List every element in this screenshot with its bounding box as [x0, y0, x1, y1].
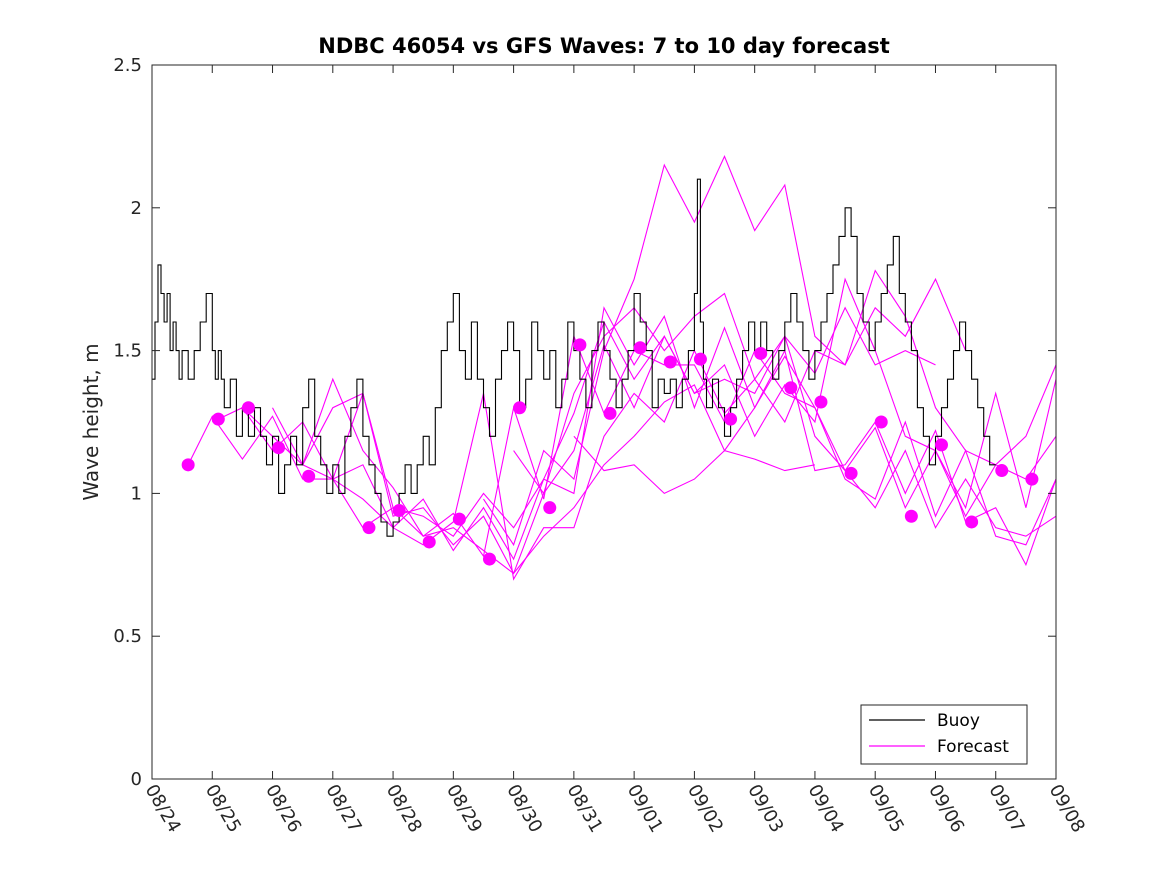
- y-axis-label: Wave height, m: [79, 343, 103, 500]
- forecast-line-2: [212, 320, 1057, 537]
- forecast-line-9: [573, 435, 816, 495]
- forecast-marker: [452, 512, 466, 526]
- forecast-marker: [874, 415, 888, 429]
- y-tick-label: 1.5: [113, 341, 142, 362]
- y-tick-label: 2: [131, 198, 142, 219]
- buoy-line: [152, 178, 996, 537]
- forecast-marker: [965, 515, 979, 529]
- forecast-marker: [995, 464, 1009, 478]
- forecast-line-5: [302, 277, 1057, 575]
- forecast-marker: [482, 552, 496, 566]
- forecast-marker: [302, 469, 316, 483]
- forecast-line-8: [513, 292, 936, 495]
- y-tick-label: 1: [131, 483, 142, 504]
- forecast-marker: [181, 458, 195, 472]
- forecast-marker: [814, 395, 828, 409]
- forecast-marker: [724, 412, 738, 426]
- forecast-marker: [513, 401, 527, 415]
- forecast-marker: [934, 438, 948, 452]
- forecast-marker: [603, 406, 617, 420]
- legend-buoy-label: Buoy: [937, 711, 980, 731]
- forecast-marker: [422, 535, 436, 549]
- forecast-marker: [633, 341, 647, 355]
- forecast-line-3: [241, 306, 1057, 561]
- forecast-marker: [362, 521, 376, 535]
- y-tick-label: 0.5: [113, 626, 142, 647]
- forecast-line-1: [187, 334, 1057, 558]
- forecast-marker: [573, 338, 587, 352]
- y-tick-label: 0: [131, 769, 142, 790]
- forecast-marker: [904, 509, 918, 523]
- forecast-marker: [693, 352, 707, 366]
- forecast-marker: [754, 346, 768, 360]
- forecast-marker: [784, 381, 798, 395]
- legend-box: [860, 704, 1028, 765]
- plot-area: [152, 65, 1056, 779]
- forecast-marker: [272, 441, 286, 455]
- legend-forecast-label: Forecast: [937, 737, 1009, 757]
- forecast-marker: [1025, 472, 1039, 486]
- forecast-marker: [211, 412, 225, 426]
- legend: Buoy Forecast: [860, 704, 1028, 765]
- forecast-marker: [663, 355, 677, 369]
- forecast-line-7: [483, 155, 967, 547]
- forecast-marker: [543, 501, 557, 515]
- forecast-marker: [241, 401, 255, 415]
- forecast-marker: [392, 504, 406, 518]
- axes-box: [151, 64, 1057, 780]
- series-layer: [152, 155, 1057, 581]
- y-tick-label: 2.5: [113, 55, 142, 76]
- marker-layer: [181, 338, 1039, 566]
- forecast-marker: [844, 466, 858, 480]
- chart-title: NDBC 46054 vs GFS Waves: 7 to 10 day for…: [318, 34, 889, 58]
